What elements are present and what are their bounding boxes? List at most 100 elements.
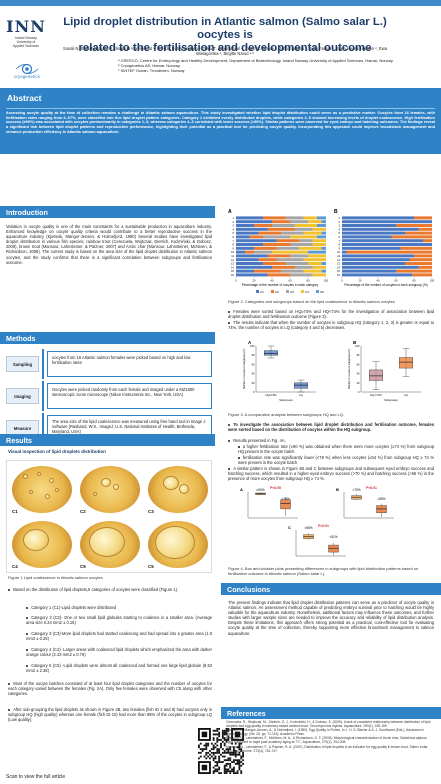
inn-logo-sub-2: University of [16,40,36,45]
box-tick-label: 80 [357,353,360,357]
legend-label: C4 [305,290,309,294]
legend-label: C3 [290,290,294,294]
fig2-bar-segment [342,227,419,231]
method-connector [42,381,44,411]
fig2-bar-segment [236,216,263,220]
cryogenetics-logo: cryogenetics [6,62,48,79]
fig2-row-label: 10 [231,250,234,254]
fig2-row-label: 6 [339,235,341,239]
fig2-bar-segment [272,220,290,224]
inn-logo-sub-3: Applied Sciences [12,44,39,49]
legend-swatch [271,290,274,293]
box-ylabel: Number of oocytes in subgroups (%) [243,349,246,390]
figure4-boxes: A ≥90% <78% P<0.05 B >70% <55% P<0.01 C >65% <51% P… [240,486,394,557]
fig2-bar-segment [290,243,313,246]
fig2-bar-segment [342,273,413,277]
box-tick-label: 0 [358,390,360,394]
legend-label: C1 [260,290,264,294]
panel-label-c5-alt: C5 [147,564,155,569]
results-bullet-2: Category 1 (C1)-Lipid droplets were dist… [26,605,212,610]
right-bullet-3: Results presented in Fig. 4A, [228,438,434,443]
figure1-microscopy-panel: C1 C2 C3 C4 C5 C5 [6,460,212,573]
fig2-bar-segment [396,269,432,273]
fig2-row-label: 13 [231,262,234,266]
fig2-bar-segment [236,243,263,246]
qr-code-icon[interactable] [198,728,244,774]
fig2-row-label: 1 [233,216,235,220]
fig2-bar-segment [308,250,326,254]
fig2-row-label: 13 [337,262,340,266]
fig2-bar-segment [342,231,405,235]
fig2-tick-label: 60 [289,278,292,282]
oocyte-image-c5: C5 [77,519,143,570]
method-row-imaging: Imaging Oocytes were picked randomly fro… [6,381,212,411]
method-label-imaging: Imaging [6,388,39,404]
fig2-bar-segment [405,262,432,265]
right-bullet-1: Females were sorted based on HQ≥74% and … [228,309,434,320]
fig2-bar-segment [236,239,277,243]
box-ylabel: Number of oocytes in subgroups (%) [348,349,351,390]
method-label-measure: Measure [6,420,39,436]
oocyte-image-c3: C3 [145,464,211,515]
fig4-hi-annotation: ≥90% [256,488,264,492]
fig2-row-label: 1 [339,216,341,220]
fig4-lo-annotation: <51% [329,535,337,539]
fig2-bar-segment [414,254,432,258]
fig2-bar-segment [236,258,259,262]
fig2-bar-segment [342,246,401,250]
figure2b-xlabel: Percentage of the number of oocytes in e… [344,283,427,287]
reference-4: Mansour, N., Lahnsteiner, F., & Patzner,… [226,744,428,753]
figure1-caption: Figure 1 Lipid coalescence in Atlantic s… [8,575,103,580]
inn-logo-mark: INN [6,17,46,36]
fig2-bar-segment [236,231,259,235]
references-list: Cerezuela, R., Wojtczak, M., Dietrich, G… [226,720,435,753]
fig4-lo-annotation: <78% [281,497,289,501]
fig2-bar-segment [342,269,396,273]
fig2-row-label: 12 [231,258,234,262]
fig2-bar-segment [258,258,277,262]
fig2-bar-segment [236,265,272,269]
fig2-bar-segment [342,265,419,269]
fig2-bar-segment [412,273,432,277]
conclusions-heading: Conclusions [221,583,441,595]
fig2-bar-segment [312,227,326,231]
fig2-bar-segment [405,231,432,235]
fig2-bar-segment [290,254,308,258]
fig2-bar-segment [312,243,326,246]
fig2-bar-segment [342,216,414,220]
poster-header: INN Inland Norway University of Applied … [0,6,441,86]
oocyte-image-c5-alt: C5 [145,519,211,570]
reference-3: Mansour, N., Lahnsteiner, F., McNiven, M… [226,736,428,745]
box-category-label: HQ≥74% [265,393,277,397]
fig2-bar-segment [263,216,286,220]
reference-2: Kjørsvik, E., Mangor-Jensen, A., & Holme… [226,728,425,737]
fig2-bar-segment [267,227,295,231]
fig2-bar-segment [272,224,295,227]
fig2-row-label: 16 [231,273,234,277]
fig4-box-body [280,499,291,510]
fig2-bar-segment [258,231,281,235]
fig2-row-label: 5 [339,231,341,235]
fig2-bar-segment [312,239,326,243]
references-heading: References [221,707,441,719]
fig2-bar-segment [299,246,322,250]
abstract-divider [6,108,435,109]
box-tick-label: 100 [250,344,255,348]
fig2-bar-segment [236,254,268,258]
figure4-chart: A ≥90% <78% P<0.05 B >70% <55% P<0.01 C >65% <51% P… [226,482,436,570]
fig2-bar-segment [308,254,326,258]
box-tick-label: 0 [253,390,255,394]
fig4-hi-annotation: >65% [304,526,312,530]
fig2-bar-segment [294,265,313,269]
figure3-chart: A 0 20 40 60 80 100 Number of oocytes in subgro… [226,338,436,410]
fig2-bar-segment [308,220,322,224]
fig2-bar-segment [236,224,254,227]
title-line-1: Lipid droplet distribution in Atlantic s… [63,16,387,41]
author-list: Sonali N. Kathirtvarasahi ᵃᵇ Elisabeth K… [62,46,388,56]
fig2-tick-label: 20 [253,278,256,282]
figure2-caption: Figure 2. Categories and subgroups based… [228,299,395,304]
method-label-sampling: Sampling [6,356,39,372]
fig2-row-label: 4 [339,227,341,231]
fig2-row-label: 2 [233,220,235,224]
